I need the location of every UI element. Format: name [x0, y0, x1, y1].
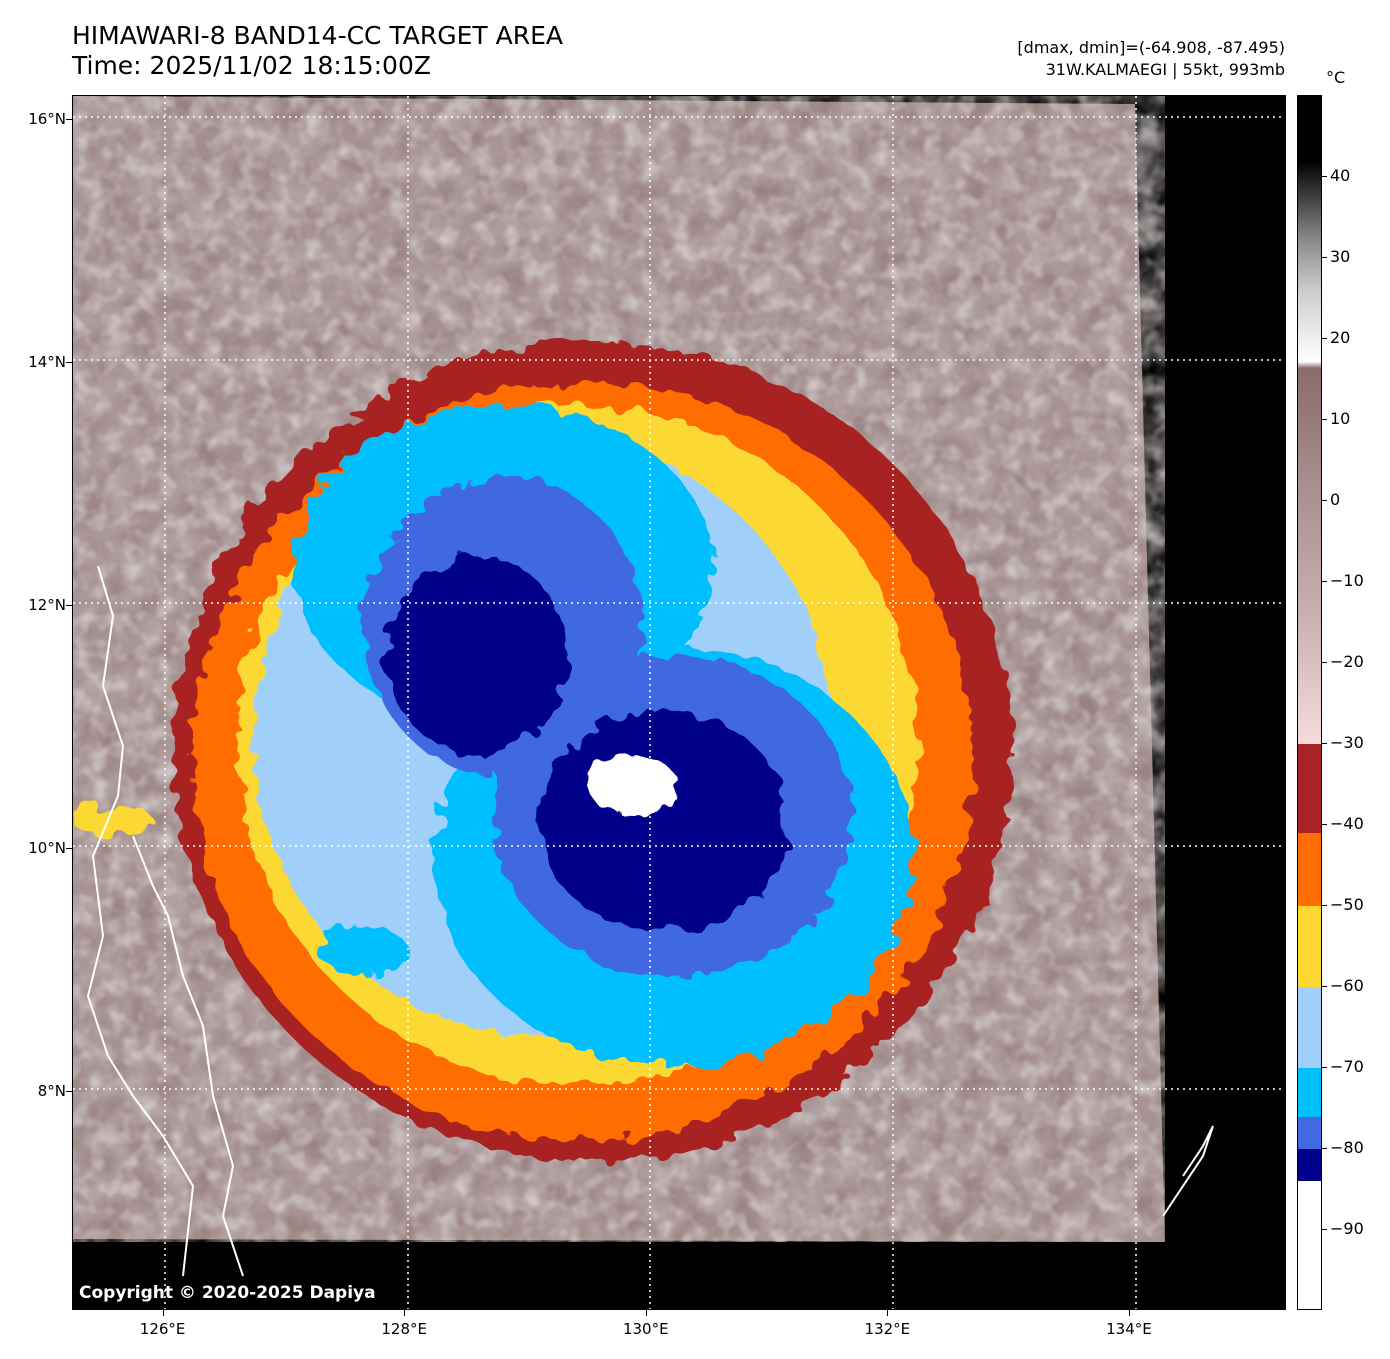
coastline — [86, 565, 1214, 1277]
colorbar-tick-mark — [1322, 743, 1327, 744]
dmax-dmin-readout: [dmax, dmin]=(-64.908, -87.495) — [1017, 38, 1285, 57]
colorbar-tick-mark — [1322, 176, 1327, 177]
colorbar-tick-label: 40 — [1330, 166, 1351, 185]
lon-tick-mark — [404, 1310, 406, 1316]
copyright-text: Copyright © 2020-2025 Dapiya — [79, 1283, 376, 1303]
colorbar-segment — [1298, 1068, 1321, 1117]
cloud-shield — [73, 341, 1013, 1161]
map-title: HIMAWARI-8 BAND14-CC TARGET AREA — [72, 21, 564, 50]
map-time: Time: 2025/11/02 18:15:00Z — [72, 51, 431, 80]
colorbar-tick-label: 20 — [1330, 328, 1351, 347]
colorbar-segment — [1298, 833, 1321, 906]
colorbar-tick-label: −90 — [1330, 1219, 1364, 1238]
lat-tick-mark — [66, 1091, 72, 1093]
lat-tick-label: 12°N — [28, 596, 66, 615]
colorbar-tick-label: 30 — [1330, 247, 1351, 266]
colorbar-tick-label: −60 — [1330, 976, 1364, 995]
colorbar-tick-mark — [1322, 905, 1327, 906]
colorbar-tick-mark — [1322, 1229, 1327, 1230]
lon-tick-label: 132°E — [864, 1320, 911, 1338]
lon-tick-label: 128°E — [381, 1320, 427, 1338]
lon-tick-mark — [1128, 1310, 1130, 1316]
lat-tick-mark — [66, 605, 72, 607]
colorbar-tick-label: −80 — [1330, 1138, 1364, 1157]
colorbar-tick-label: 10 — [1330, 409, 1351, 428]
colorbar-tick-label: −40 — [1330, 814, 1364, 833]
colorbar-segment — [1298, 906, 1321, 987]
lat-tick-mark — [66, 848, 72, 850]
lon-tick-mark — [645, 1310, 647, 1316]
satellite-image — [73, 96, 1285, 1309]
colorbar-tick-mark — [1322, 1148, 1327, 1149]
colorbar-segment — [1298, 1116, 1321, 1149]
lon-tick-label: 130°E — [622, 1320, 669, 1338]
colorbar-tick-mark — [1322, 419, 1327, 420]
colorbar-segment — [1298, 744, 1321, 834]
lat-tick-label: 16°N — [28, 110, 66, 129]
colorbar-tick-mark — [1322, 986, 1327, 987]
colorbar — [1297, 95, 1322, 1310]
colorbar-tick-mark — [1322, 338, 1327, 339]
colorbar-tick-mark — [1322, 257, 1327, 258]
colorbar-segment — [1298, 1149, 1321, 1182]
lat-tick-mark — [66, 119, 72, 121]
lon-tick-label: 126°E — [139, 1320, 186, 1338]
colorbar-unit: °C — [1326, 68, 1346, 87]
colorbar-tick-label: 0 — [1330, 490, 1341, 509]
colorbar-gradient — [1298, 96, 1321, 744]
lat-tick-label: 10°N — [28, 839, 66, 858]
colorbar-tick-mark — [1322, 500, 1327, 501]
colorbar-tick-mark — [1322, 824, 1327, 825]
lon-tick-mark — [162, 1310, 164, 1316]
colorbar-tick-label: −50 — [1330, 895, 1364, 914]
colorbar-segment — [1298, 987, 1321, 1068]
colorbar-tick-label: −30 — [1330, 733, 1364, 752]
graticule — [73, 96, 1285, 1309]
lon-tick-mark — [887, 1310, 889, 1316]
colorbar-segment — [1298, 1181, 1321, 1309]
lat-tick-label: 14°N — [28, 353, 66, 372]
lat-tick-mark — [66, 362, 72, 364]
colorbar-tick-label: −70 — [1330, 1057, 1364, 1076]
colorbar-tick-mark — [1322, 581, 1327, 582]
colorbar-tick-label: −20 — [1330, 652, 1364, 671]
lat-tick-label: 8°N — [37, 1082, 66, 1101]
satellite-map: Copyright © 2020-2025 Dapiya — [72, 95, 1286, 1310]
colorbar-tick-mark — [1322, 1067, 1327, 1068]
colorbar-tick-label: −10 — [1330, 571, 1364, 590]
storm-info: 31W.KALMAEGI | 55kt, 993mb — [1045, 60, 1285, 79]
colorbar-tick-mark — [1322, 662, 1327, 663]
lon-tick-label: 134°E — [1106, 1320, 1152, 1338]
